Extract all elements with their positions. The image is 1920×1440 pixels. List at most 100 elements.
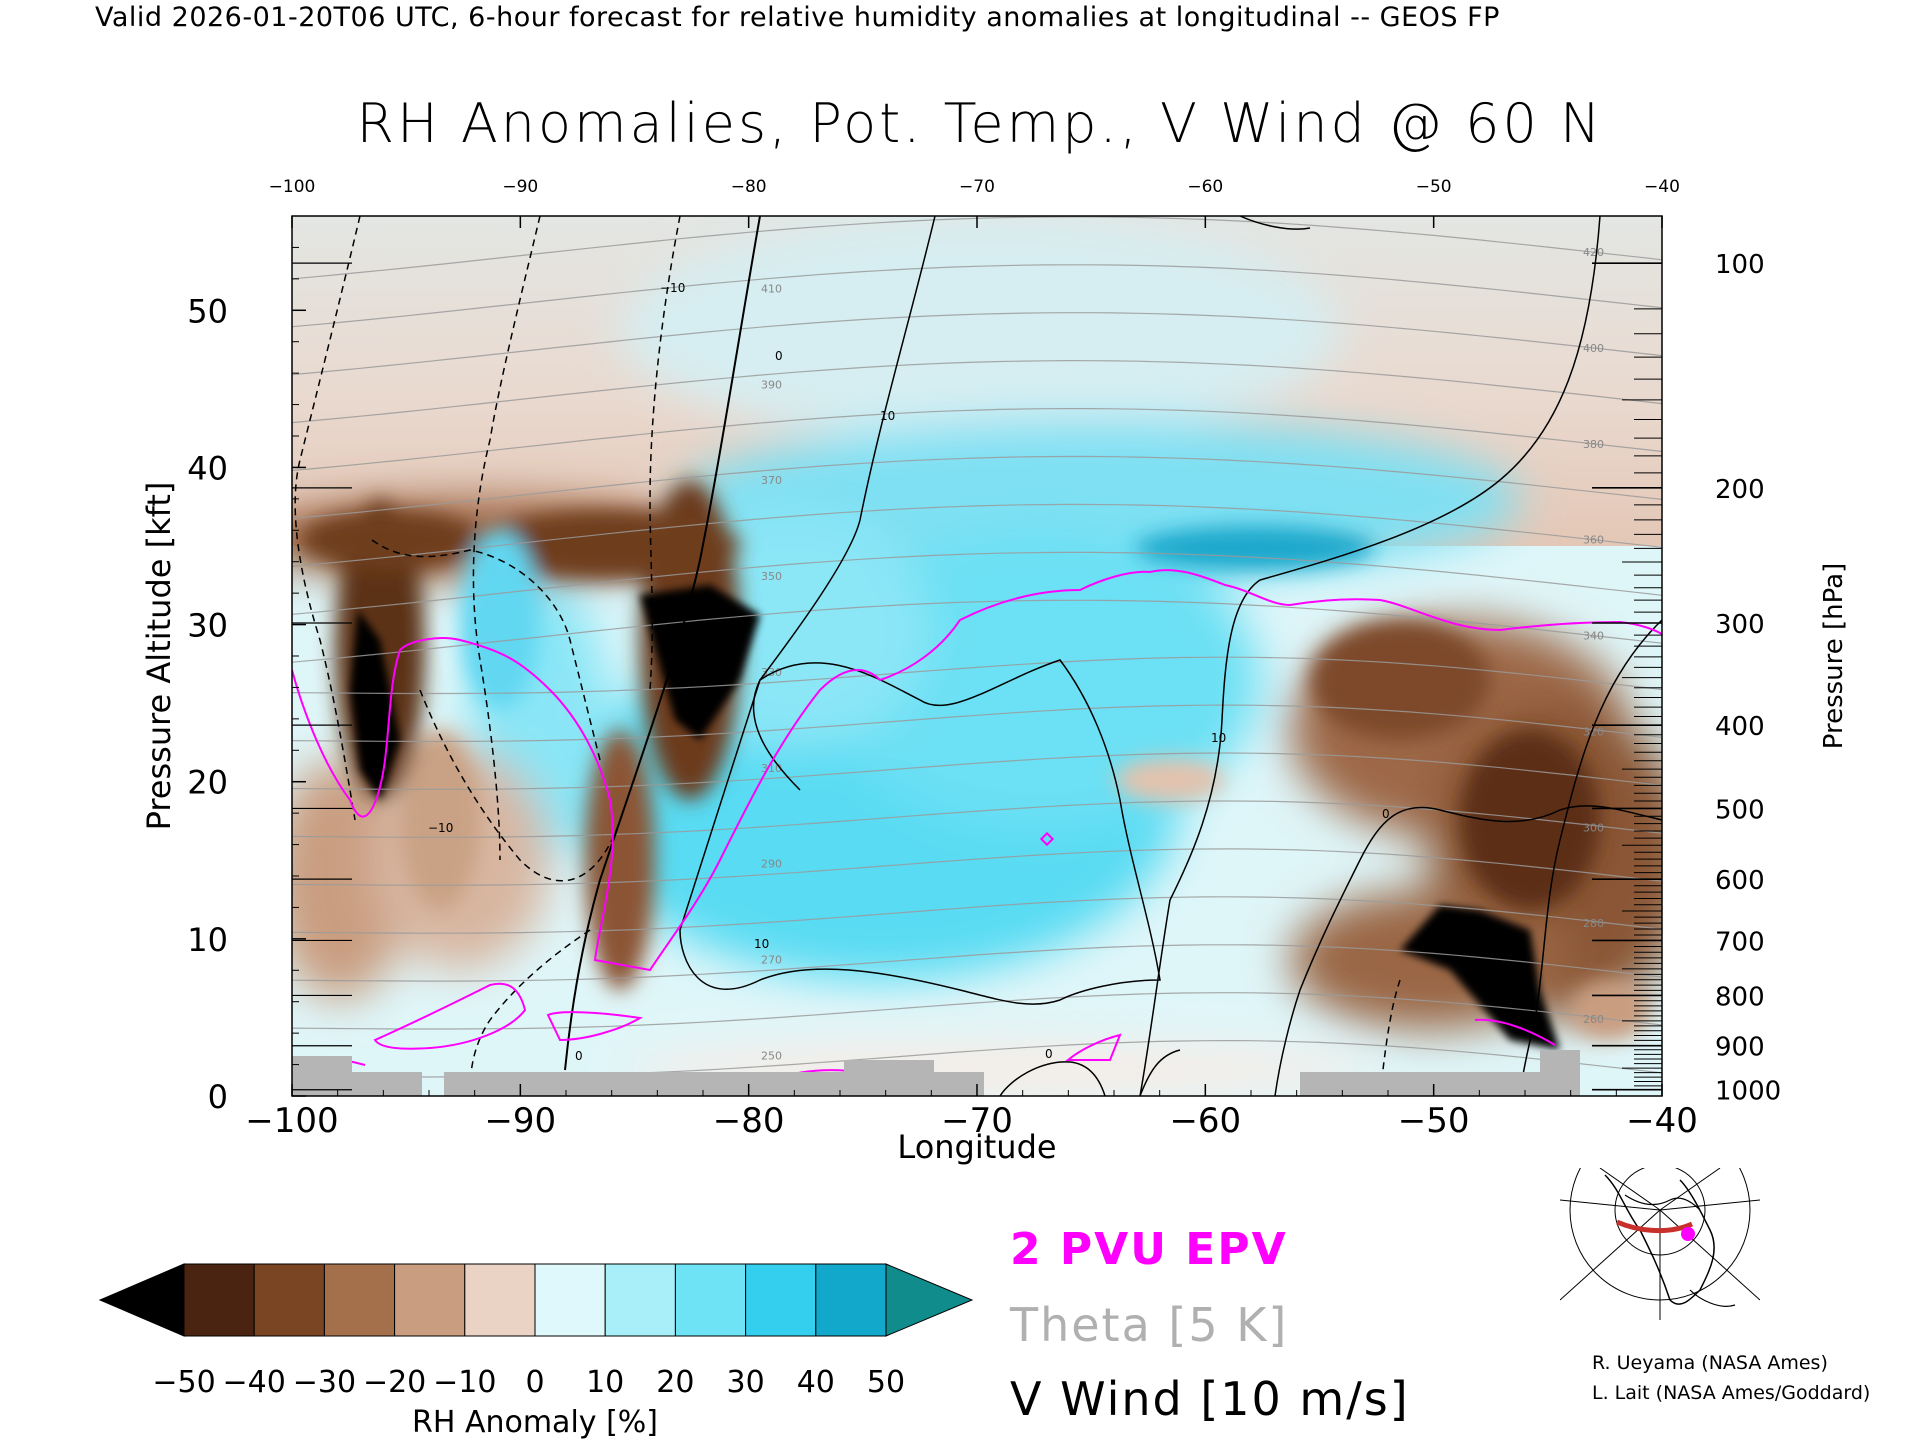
x-tick-label: −60 bbox=[1169, 1101, 1241, 1141]
pressure-tick-label: 300 bbox=[1715, 610, 1765, 640]
colorbar-segment bbox=[604, 1263, 676, 1337]
top-tick-label: −90 bbox=[502, 177, 538, 197]
y-axis-label: Pressure Altitude [kft] bbox=[140, 482, 178, 831]
theta-line bbox=[292, 503, 1662, 567]
vwind-label: 10 bbox=[754, 937, 769, 951]
pressure-tick-label: 1000 bbox=[1715, 1077, 1781, 1107]
theta-line bbox=[292, 551, 1662, 615]
colorbar-segment bbox=[674, 1263, 747, 1337]
theta-line bbox=[292, 599, 1662, 663]
header-text: Valid 2026-01-20T06 UTC, 6-hour forecast… bbox=[95, 2, 1500, 33]
vwind-label: 0 bbox=[575, 1049, 583, 1063]
legend-theta: Theta [5 K] bbox=[1010, 1298, 1289, 1352]
y-tick-label: 20 bbox=[187, 764, 228, 802]
vwind-label: 10 bbox=[1211, 731, 1226, 745]
top-tick-label: −50 bbox=[1416, 177, 1452, 197]
y-tick-label: 0 bbox=[208, 1078, 228, 1116]
colorbar-tick-label: 20 bbox=[656, 1365, 694, 1400]
colorbar-segment bbox=[323, 1263, 396, 1337]
colorbar-segment bbox=[394, 1263, 466, 1337]
theta-label: 260 bbox=[1583, 1013, 1604, 1026]
pressure-tick-label: 200 bbox=[1715, 475, 1765, 505]
y-axis-label-right: Pressure [hPa] bbox=[1819, 563, 1849, 750]
vwind-label: 0 bbox=[1382, 807, 1390, 821]
legend-epv: 2 PVU EPV bbox=[1010, 1224, 1288, 1275]
legend-vwind: V Wind [10 m/s] bbox=[1010, 1372, 1410, 1426]
colorbar: −50 −40 −30 −20 −10 0 10 20 30 40 50 bbox=[98, 1263, 974, 1400]
y-tick-label: 30 bbox=[187, 607, 228, 645]
credit-line: L. Lait (NASA Ames/Goddard) bbox=[1592, 1382, 1871, 1404]
colorbar-tick-label: −50 bbox=[152, 1365, 215, 1400]
theta-line bbox=[292, 848, 1662, 886]
theta-contours: 2502602702802903003103203303403503603703… bbox=[292, 216, 1662, 1078]
theta-label: 290 bbox=[761, 858, 782, 871]
colorbar-segment bbox=[745, 1263, 817, 1337]
y-tick-label: 50 bbox=[187, 292, 228, 330]
locator-map bbox=[1560, 1168, 1760, 1320]
colorbar-segment bbox=[183, 1263, 255, 1337]
y-tick-label: 40 bbox=[187, 449, 228, 487]
theta-label: 270 bbox=[761, 953, 782, 966]
colorbar-tick-label: 10 bbox=[586, 1365, 624, 1400]
top-tick-label: −40 bbox=[1644, 177, 1680, 197]
pressure-tick-label: 100 bbox=[1715, 250, 1765, 280]
y-tick-label: 10 bbox=[187, 921, 228, 959]
pressure-tick-label: 700 bbox=[1715, 927, 1765, 957]
axes: −100−100−90−90−80−80−70−70−60−60−50−50−4… bbox=[187, 177, 1698, 1141]
vwind-label: −10 bbox=[428, 821, 453, 835]
colorbar-segment bbox=[534, 1263, 606, 1337]
colorbar-tick-label: −30 bbox=[293, 1365, 356, 1400]
vwind-label: 10 bbox=[880, 409, 895, 423]
pressure-tick-label: 500 bbox=[1715, 795, 1765, 825]
theta-line bbox=[292, 264, 1662, 328]
theta-label: 280 bbox=[1583, 917, 1604, 930]
vwind-label: 0 bbox=[1045, 1047, 1053, 1061]
x-tick-label: −50 bbox=[1398, 1101, 1470, 1141]
theta-line bbox=[292, 455, 1662, 519]
theta-label: 300 bbox=[1583, 821, 1604, 834]
x-tick-label: −100 bbox=[245, 1101, 338, 1141]
theta-line bbox=[292, 408, 1662, 472]
x-tick-label: −70 bbox=[941, 1101, 1013, 1141]
colorbar-segment bbox=[464, 1263, 536, 1337]
colorbar-label: RH Anomaly [%] bbox=[412, 1405, 658, 1440]
colorbar-tick-label: −40 bbox=[223, 1365, 286, 1400]
theta-label: 410 bbox=[761, 282, 782, 295]
theta-line bbox=[292, 896, 1662, 934]
theta-label: 400 bbox=[1583, 342, 1604, 355]
colorbar-tick-label: 40 bbox=[797, 1365, 835, 1400]
colorbar-segment bbox=[815, 1263, 887, 1337]
theta-label: 250 bbox=[761, 1049, 782, 1062]
top-tick-label: −80 bbox=[731, 177, 767, 197]
theta-line bbox=[292, 312, 1662, 376]
pressure-tick-label: 400 bbox=[1715, 712, 1765, 742]
theta-label: 380 bbox=[1583, 438, 1604, 451]
pressure-tick-label: 900 bbox=[1715, 1033, 1765, 1063]
theta-label: 350 bbox=[761, 570, 782, 583]
pressure-tick-label: 600 bbox=[1715, 866, 1765, 896]
theta-line bbox=[292, 656, 1662, 695]
credits: R. Ueyama (NASA Ames) L. Lait (NASA Ames… bbox=[1592, 1348, 1870, 1408]
colorbar-segment bbox=[253, 1263, 325, 1337]
theta-label: 390 bbox=[761, 378, 782, 391]
colorbar-extend-high bbox=[885, 1263, 974, 1337]
plot-background bbox=[292, 216, 1662, 1096]
colorbar-extend-low bbox=[98, 1263, 185, 1337]
theta-line bbox=[292, 992, 1662, 1030]
chart-title: RH Anomalies, Pot. Temp., V Wind @ 60 N bbox=[356, 92, 1604, 155]
vwind-label: 0 bbox=[775, 349, 783, 363]
theta-line bbox=[292, 944, 1662, 982]
x-axis-label: Longitude bbox=[897, 1128, 1056, 1166]
vwind-label: −10 bbox=[660, 281, 685, 295]
x-tick-label: −90 bbox=[484, 1101, 556, 1141]
theta-label: 320 bbox=[1583, 725, 1604, 738]
credit-line: R. Ueyama (NASA Ames) bbox=[1592, 1352, 1828, 1374]
colorbar-tick-label: 50 bbox=[867, 1365, 905, 1400]
terrain-mask bbox=[292, 1050, 1580, 1096]
colorbar-tick-label: 0 bbox=[525, 1365, 544, 1400]
theta-line bbox=[292, 359, 1662, 424]
theta-line bbox=[292, 800, 1662, 838]
x-tick-label: −40 bbox=[1626, 1101, 1698, 1141]
